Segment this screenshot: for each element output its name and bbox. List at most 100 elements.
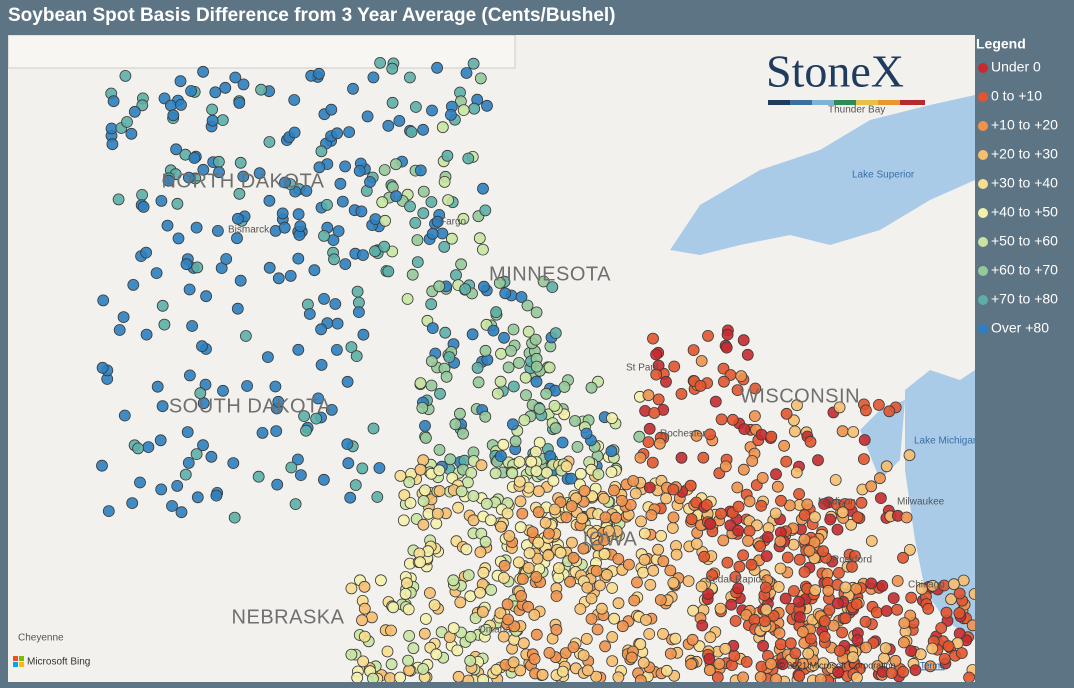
- map-dot: [518, 414, 531, 427]
- map-dot: [253, 167, 266, 180]
- map-dot: [197, 439, 209, 452]
- map-dot: [860, 404, 872, 417]
- map-dot: [507, 380, 520, 393]
- map-dot: [231, 232, 243, 245]
- map-dot: [471, 361, 484, 374]
- map-dot: [414, 377, 427, 390]
- map-dot: [441, 149, 454, 162]
- map-dot: [891, 575, 904, 587]
- map-dot: [210, 489, 223, 502]
- map-dot: [553, 562, 565, 574]
- map-dot: [272, 272, 285, 285]
- map-dot: [356, 462, 369, 475]
- map-dot: [905, 645, 917, 657]
- map-dot: [522, 600, 534, 613]
- map-dot: [417, 207, 430, 220]
- map-dot: [652, 543, 664, 556]
- map-dot: [926, 579, 939, 592]
- map-dot: [217, 384, 229, 397]
- map-dot: [790, 466, 803, 479]
- map-dot: [540, 387, 553, 400]
- map-dot: [832, 666, 844, 678]
- map-dot: [419, 613, 432, 625]
- map-dot: [696, 619, 709, 632]
- map-dot: [594, 579, 606, 592]
- map-dot: [431, 507, 444, 520]
- map-dot: [606, 655, 619, 667]
- legend-label: +20 to +30: [991, 146, 1058, 162]
- map-dot: [339, 160, 352, 173]
- map-dot: [345, 648, 358, 661]
- map-dot: [704, 428, 716, 441]
- map-dot: [634, 674, 647, 682]
- terms-link[interactable]: Terms: [920, 660, 945, 670]
- map-dot: [106, 138, 119, 151]
- map-dot: [706, 569, 718, 581]
- map-dot: [430, 648, 443, 661]
- place-label: Bismarck: [228, 225, 270, 236]
- map-dot: [715, 507, 727, 520]
- legend-label: +10 to +20: [991, 117, 1058, 133]
- map-dot: [436, 121, 449, 134]
- map-dot: [403, 664, 416, 677]
- map-dot: [239, 330, 252, 342]
- map-dot: [289, 498, 302, 511]
- map-dot: [317, 473, 330, 486]
- map-dot: [472, 376, 485, 389]
- map-dot: [605, 445, 618, 458]
- map[interactable]: NORTH DAKOTA SOUTH DAKOTA MINNESOTA WISC…: [8, 35, 980, 687]
- map-dot: [231, 302, 244, 315]
- map-dot: [349, 479, 362, 492]
- map-dot: [760, 581, 772, 594]
- map-dot: [352, 306, 365, 319]
- map-dot: [644, 579, 657, 591]
- map-dot: [547, 474, 560, 487]
- map-dot: [818, 615, 831, 627]
- map-dot: [459, 283, 472, 296]
- map-dot: [731, 481, 744, 494]
- map-dot: [805, 632, 817, 645]
- map-dot: [485, 584, 498, 596]
- map-dot: [643, 422, 656, 435]
- map-dot: [697, 451, 710, 464]
- map-dot: [755, 499, 768, 512]
- map-dot: [781, 551, 794, 564]
- map-dot: [953, 587, 966, 600]
- map-dot: [599, 511, 612, 524]
- legend-label: +60 to +70: [991, 262, 1058, 278]
- map-dot: [522, 325, 535, 338]
- map-dot: [499, 287, 512, 300]
- map-dot: [529, 333, 542, 346]
- map-dot: [550, 623, 563, 636]
- legend-swatch: [978, 324, 988, 334]
- map-dot: [113, 324, 126, 336]
- map-dot: [532, 485, 545, 498]
- map-dot: [473, 232, 486, 245]
- legend-label: +50 to +60: [991, 233, 1058, 249]
- map-dot: [241, 380, 254, 392]
- map-dot: [891, 603, 903, 616]
- map-dot: [231, 212, 244, 225]
- map-dot: [200, 290, 213, 303]
- map-dot: [664, 564, 677, 577]
- map-dot: [506, 467, 519, 480]
- legend-swatch: [978, 121, 988, 131]
- map-dot: [425, 196, 438, 208]
- map-dot: [212, 155, 225, 168]
- map-dot: [634, 638, 647, 650]
- map-dot: [859, 615, 872, 628]
- legend-swatch: [978, 237, 988, 247]
- map-dot: [414, 556, 427, 569]
- map-dot: [172, 232, 185, 245]
- map-dot: [721, 556, 734, 569]
- map-dot: [175, 99, 187, 111]
- map-dot: [229, 71, 242, 84]
- map-dot: [574, 603, 587, 615]
- legend-label: Over +80: [991, 320, 1049, 336]
- map-dot: [462, 569, 475, 581]
- map-dot: [667, 483, 680, 496]
- map-dot: [548, 503, 561, 516]
- map-dot: [369, 213, 382, 226]
- lake-michigan: [905, 370, 975, 640]
